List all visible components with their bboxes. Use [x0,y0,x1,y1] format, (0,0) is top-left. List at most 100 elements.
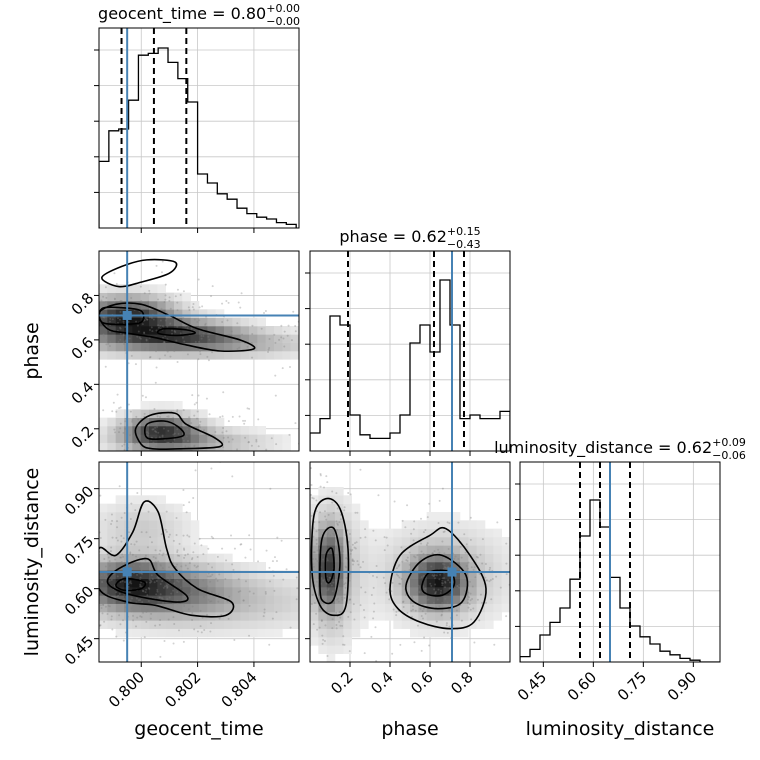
sample-point [248,534,251,537]
sample-point [329,576,332,579]
density-cell [99,562,108,571]
density-cell [290,603,299,613]
sample-point [190,558,193,561]
density-cell [282,603,291,613]
density-cell [368,553,377,563]
sample-point [116,526,119,529]
density-cell [199,578,208,588]
sample-point [189,595,192,598]
sample-point [113,297,116,300]
density-cell [401,520,411,529]
density-cell [435,620,444,629]
density-cell [249,562,258,571]
density-cell [124,326,133,335]
sample-point [310,483,313,486]
density-cell [376,553,386,563]
sample-point [317,529,320,532]
density-cell [351,595,361,604]
sample-point [448,608,451,611]
density-cell [199,442,208,451]
sample-point [134,442,137,445]
density-cell [165,595,175,604]
sample-point [167,442,170,445]
sample-point [385,591,388,594]
density-cell [393,612,402,621]
sample-point [429,557,432,560]
density-cell [190,334,200,343]
sample-point [218,573,221,576]
sample-point [111,536,114,539]
density-cell [476,620,486,629]
sample-point [246,345,249,348]
density-cell [318,512,327,521]
panel-title-minus: −0.00 [266,15,300,28]
sample-point [478,572,481,575]
density-cell [351,512,361,521]
density-cell [174,587,183,596]
sample-point [374,626,377,629]
density-cell [199,342,208,352]
sample-point [138,336,141,339]
sample-point [129,434,132,437]
sample-point [344,582,347,585]
sample-point [139,576,142,579]
sample-point [110,578,113,581]
sample-point [427,598,430,601]
sample-point [144,349,147,352]
sample-point [123,598,126,601]
sample-point [163,341,166,344]
sample-point [154,624,157,627]
density-cell [290,578,299,588]
sample-point [130,543,133,546]
sample-point [112,401,115,404]
sample-point [227,440,230,443]
sample-point [115,282,118,285]
density-cell [485,578,494,588]
sample-point [188,416,191,419]
sample-point [164,294,167,297]
sample-point [168,296,171,299]
density-cell [149,628,158,638]
sample-point [143,332,146,335]
sample-point [481,562,484,565]
density-cell [335,628,344,638]
sample-point [193,318,196,321]
density-cell [418,528,427,538]
density-cell [107,595,116,604]
sample-point [349,611,352,614]
density-cell [435,512,444,521]
sample-point [181,336,184,339]
sample-point [322,558,325,561]
density-cell [451,628,461,638]
density-cell [124,351,133,360]
density-cell [451,537,461,546]
sample-point [160,533,163,536]
sample-point [236,448,239,451]
density-cell [240,595,250,604]
density-cell [215,603,225,613]
sample-point [158,444,161,447]
density-cell [351,537,361,546]
sample-point [171,332,174,335]
sample-point [455,614,458,617]
sample-point [441,540,444,543]
sample-point [191,394,194,397]
density-cell [215,317,225,327]
sample-point [165,510,168,513]
sample-point [164,319,167,322]
sample-point [330,584,333,587]
sample-point [186,428,189,431]
density-cell [240,620,250,629]
density-cell [418,537,427,546]
density-cell [157,553,166,563]
contour-line [99,500,235,618]
sample-point [269,487,272,490]
sample-point [184,425,187,428]
density-cell [326,587,336,596]
density-cell [224,570,233,579]
sample-point [128,591,131,594]
sample-point [217,600,220,603]
sample-point [401,519,404,522]
density-cell [157,417,166,427]
sample-point [310,493,313,496]
